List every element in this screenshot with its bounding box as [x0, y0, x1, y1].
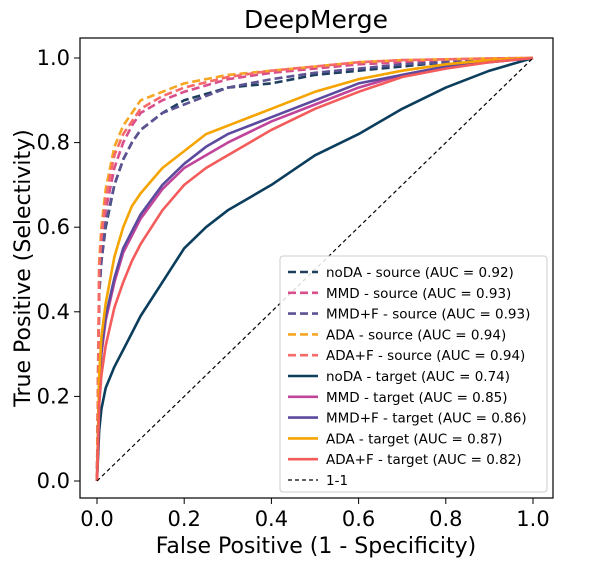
series-line-2 [95, 56, 534, 482]
x-tick-label: 0.4 [255, 507, 288, 531]
series-line-5 [95, 56, 534, 482]
x-axis-label: False Positive (1 - Specificity) [156, 534, 477, 559]
legend-label: noDA - source (AUC = 0.92) [326, 265, 514, 281]
series-line-4 [95, 56, 534, 482]
legend-label: 1-1 [326, 473, 348, 489]
legend: noDA - source (AUC = 0.92) MMD - source (… [279, 255, 548, 493]
legend-label: ADA - source (AUC = 0.94) [326, 327, 506, 343]
series-line-1 [95, 56, 534, 482]
y-axis: 0.0 0.2 0.4 0.6 0.8 1.0 [37, 46, 80, 493]
series-line-9 [95, 56, 534, 482]
y-tick-label: 1.0 [37, 46, 70, 70]
y-tick-label: 0.6 [37, 215, 70, 239]
x-tick-label: 0.2 [167, 507, 200, 531]
x-tick-label: 0.8 [429, 507, 462, 531]
series-line-8 [95, 56, 534, 482]
legend-label: ADA - target (AUC = 0.87) [326, 431, 502, 447]
y-tick-label: 0.0 [37, 469, 70, 493]
x-tick-label: 0.6 [342, 507, 375, 531]
y-axis-label: True Positive (Selectivity) [11, 129, 36, 407]
series-line-7 [95, 56, 534, 482]
legend-label: MMD+F - source (AUC = 0.93) [326, 307, 530, 323]
x-tick-label: 1.0 [516, 507, 549, 531]
series-line-0 [95, 56, 534, 482]
y-tick-label: 0.4 [37, 300, 70, 324]
legend-label: MMD+F - target (AUC = 0.86) [326, 411, 527, 427]
chart-title: DeepMerge [244, 5, 388, 34]
legend-label: MMD - target (AUC = 0.85) [326, 390, 508, 406]
y-tick-label: 0.8 [37, 131, 70, 155]
legend-label: ADA+F - target (AUC = 0.82) [326, 452, 522, 468]
series-line-3 [95, 56, 534, 482]
x-tick-label: 0.0 [80, 507, 113, 531]
legend-label: ADA+F - source (AUC = 0.94) [326, 348, 525, 364]
y-tick-label: 0.2 [37, 384, 70, 408]
legend-box [279, 255, 548, 493]
legend-label: MMD - source (AUC = 0.93) [326, 286, 511, 302]
plot-frame [79, 37, 554, 499]
legend-label: noDA - target (AUC = 0.74) [326, 369, 510, 385]
x-axis: 0.0 0.2 0.4 0.6 0.8 1.0 [80, 498, 550, 531]
